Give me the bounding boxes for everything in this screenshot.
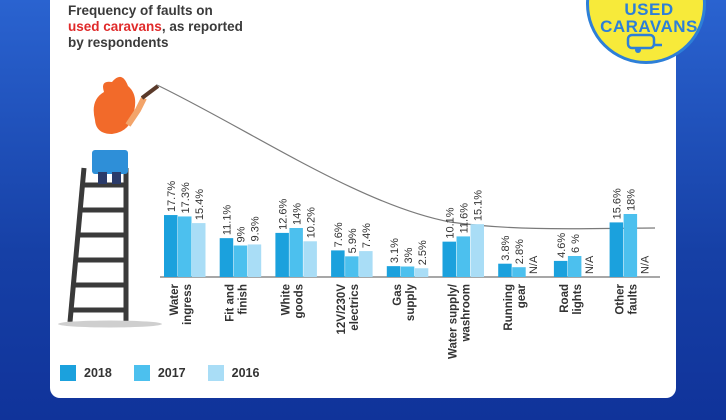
legend-label-2018: 2018: [84, 366, 112, 380]
bar-2017-6: [512, 267, 526, 277]
bar-2018-0: [164, 215, 178, 277]
value-label-2016-1: 9.3%: [250, 216, 262, 241]
legend-swatch-2016: [207, 365, 224, 381]
value-label-2018-4: 3.1%: [389, 238, 401, 263]
value-label-2016-8: N/A: [640, 255, 652, 274]
bar-2018-1: [219, 238, 234, 277]
value-label-2018-8: 15.6%: [612, 188, 624, 219]
bar-2017-7: [567, 256, 582, 277]
bar-2016-2: [303, 241, 317, 277]
legend-label-2016: 2016: [231, 366, 260, 380]
bar-2016-5: [470, 224, 484, 277]
category-label-0-0: Water: [169, 283, 181, 315]
category-label-4-1: supply: [405, 283, 417, 321]
value-label-2017-7: 6 %: [570, 234, 582, 253]
bar-2017-3: [345, 256, 359, 277]
legend-swatch-2017: [133, 365, 150, 381]
category-label-1-0: Fit and: [225, 284, 237, 322]
category-label-8-0: Other: [615, 283, 627, 314]
value-label-2018-2: 12.6%: [277, 198, 289, 229]
value-label-2017-1: 9%: [236, 226, 248, 242]
value-label-2017-0: 17.3%: [180, 182, 192, 213]
category-label-2-0: White: [280, 284, 292, 315]
bar-2017-0: [178, 216, 192, 277]
bar-2018-4: [386, 266, 401, 277]
value-label-2017-4: 3%: [403, 247, 415, 263]
category-label-3-1: electrics: [349, 284, 361, 331]
value-label-2017-3: 5.9%: [347, 228, 359, 253]
title-accent: used caravans: [68, 19, 162, 34]
category-label-5-1: washroom: [461, 284, 473, 343]
category-label-3-0: 12V/230V: [336, 284, 348, 335]
ladder-illustration: [58, 76, 162, 328]
category-label-2-1: goods: [293, 284, 305, 319]
badge-line2: CARAVANS: [600, 17, 698, 36]
category-label-6-0: Running: [503, 284, 515, 331]
badge-line1: USED: [624, 0, 674, 19]
trend-line: [156, 84, 656, 230]
title-rest: , as reported: [161, 19, 243, 34]
bar-2018-5: [442, 241, 456, 277]
value-labels-group: 17.7% 17.3% 15.4% 11.1% 9% 9.3% 12.6% 14% 10.2% 7…: [166, 181, 652, 274]
value-label-2016-4: 2.5%: [417, 240, 429, 265]
bars-group: [164, 214, 638, 277]
category-label-7-1: lights: [572, 284, 584, 315]
caravan-icon: [626, 33, 662, 53]
value-label-2017-8: 18%: [626, 189, 638, 211]
value-label-2016-6: N/A: [528, 255, 540, 274]
category-label-1-1: finish: [238, 284, 250, 315]
value-label-2017-6: 2.8%: [514, 239, 526, 264]
value-label-2016-5: 15.1%: [473, 190, 485, 221]
bar-2018-8: [609, 222, 624, 277]
value-label-2017-2: 14%: [291, 203, 303, 225]
bar-2016-1: [247, 244, 262, 277]
value-label-2018-5: 10.1%: [445, 207, 457, 238]
infographic-card: [50, 0, 676, 398]
bar-2017-4: [400, 266, 415, 277]
value-label-2018-3: 7.6%: [333, 222, 345, 247]
category-label-8-1: faults: [628, 284, 640, 315]
legend-item-2018: 2018: [60, 365, 112, 381]
bar-2016-0: [192, 223, 206, 277]
value-label-2018-0: 17.7%: [166, 181, 178, 212]
bar-2016-3: [359, 251, 373, 277]
value-label-2016-2: 10.2%: [305, 207, 317, 238]
category-label-7-0: Road: [559, 284, 571, 313]
legend-item-2017: 2017: [133, 365, 186, 381]
bar-2018-2: [275, 232, 289, 277]
category-labels-group: Water ingress Fit and finish White goods 12V/2…: [169, 283, 640, 359]
bar-2018-6: [498, 263, 512, 277]
bar-2017-1: [233, 245, 248, 277]
category-label-4-0: Gas: [392, 284, 404, 306]
value-label-2018-1: 11.1%: [222, 205, 234, 236]
category-label-5-0: Water supply/: [448, 283, 460, 359]
bar-2018-3: [331, 250, 345, 277]
category-label-0-1: ingress: [182, 284, 194, 325]
bar-2017-5: [456, 236, 470, 277]
legend-item-2016: 2016: [207, 365, 260, 381]
value-label-2018-6: 3.8%: [500, 235, 512, 260]
legend-label-2017: 2017: [157, 366, 186, 380]
chart-title: Frequency of faults on used caravans, as …: [68, 3, 298, 51]
value-label-2018-7: 4.6%: [556, 233, 568, 258]
value-label-2016-3: 7.4%: [361, 223, 373, 248]
legend: 2018 2017 2016: [60, 363, 281, 383]
title-line3: by respondents: [68, 35, 169, 50]
bar-2017-2: [289, 228, 303, 277]
value-label-2017-5: 11.6%: [459, 203, 471, 234]
legend-swatch-2018: [60, 365, 76, 381]
bar-2016-4: [414, 268, 429, 277]
badge-text: USED CARAVANS: [599, 1, 699, 35]
title-line1: Frequency of faults on: [68, 3, 213, 18]
value-label-2016-7: N/A: [584, 255, 596, 274]
bar-2017-8: [623, 214, 638, 277]
value-label-2016-0: 15.4%: [194, 189, 206, 220]
category-label-6-1: gear: [516, 283, 528, 308]
bar-2018-7: [553, 260, 568, 277]
